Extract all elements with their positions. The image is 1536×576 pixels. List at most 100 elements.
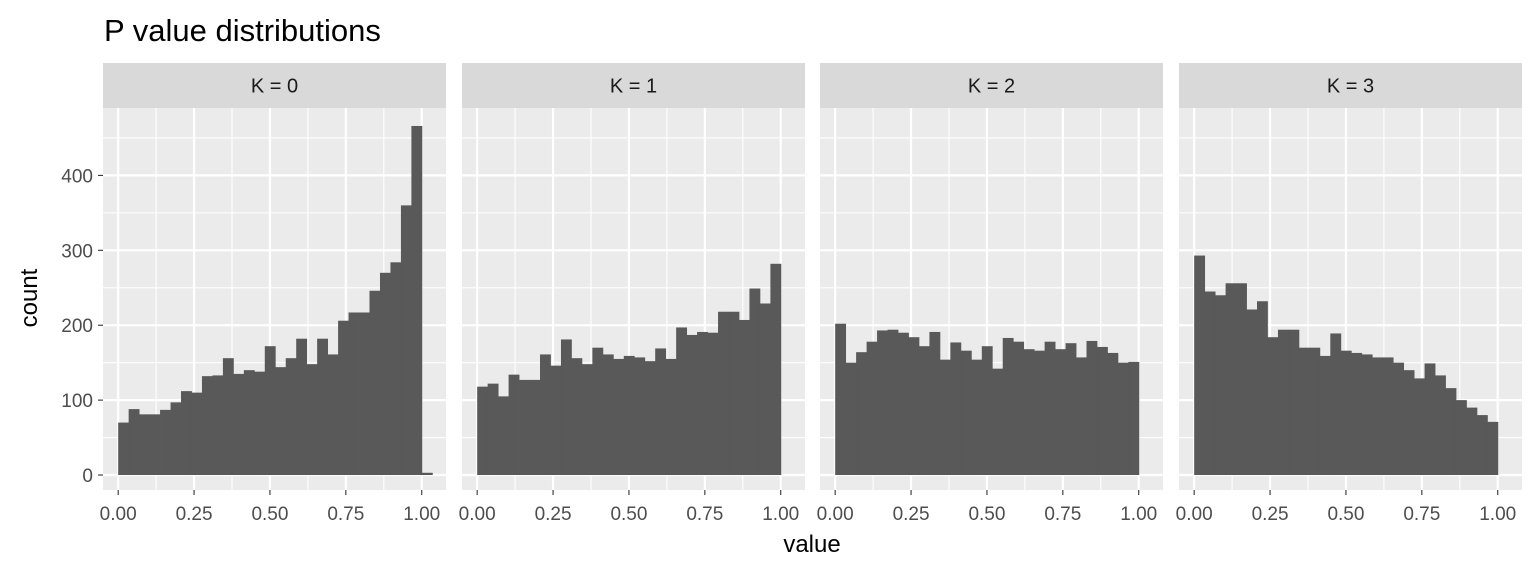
histogram-bar [697,331,708,476]
histogram-bar [929,331,941,476]
x-tick-label: 0.00 [459,504,496,525]
x-tick-label: 0.75 [686,504,723,525]
histogram-bar [421,472,433,476]
facet-strip [462,63,805,108]
facet-strip-label: K = 3 [1327,76,1374,98]
y-tick-label: 100 [61,391,93,412]
histogram-bar [128,409,140,476]
histogram-bar [1476,415,1488,476]
histogram-bar [845,362,857,476]
histogram-bar [1382,357,1394,476]
histogram-bar [707,332,719,476]
histogram-bar [1277,329,1289,476]
facet-panel: K = 3 0.00 0.25 0.50 0.75 1.00 [1176,63,1522,525]
histogram-bar [644,361,656,476]
histogram-bar [359,312,370,476]
x-tick-label: 0.50 [610,504,647,525]
histogram-bar [950,342,962,476]
histogram-bar [1403,370,1415,476]
histogram-bar [1309,347,1321,476]
x-tick-label: 1.00 [1120,504,1157,525]
histogram-bar [1372,357,1384,476]
y-tick-label: 0 [82,466,93,487]
histogram-bar [1361,354,1373,476]
facet-strip [103,63,446,108]
histogram-bar [992,368,1004,476]
histogram-bar [1393,362,1405,476]
histogram-bar [369,290,381,476]
histogram-bar [1330,333,1342,476]
histogram-bar [866,341,878,476]
histogram-bar [665,358,677,476]
histogram-bar [477,386,489,476]
histogram-bar [613,358,625,476]
x-tick-label: 0.25 [1252,504,1289,525]
histogram-bar [770,263,782,476]
x-tick-label: 0.50 [968,504,1005,525]
histogram-bar [856,352,867,476]
histogram-bar [581,364,593,476]
facet-strip-label: K = 1 [610,76,657,98]
histogram-bar [1044,341,1056,476]
histogram-bar [1086,340,1098,476]
histogram-bar [1128,361,1140,476]
histogram-bar [1340,350,1352,476]
histogram-bar [1319,355,1331,476]
histogram-bar [1107,352,1119,476]
histogram-bar [676,327,688,476]
x-axis-title: value [783,531,840,558]
facet-strip [820,63,1163,108]
histogram-bar [1194,255,1206,476]
x-tick-label: 0.25 [176,504,213,525]
histogram-bar [498,396,509,476]
histogram-bar [338,320,349,476]
histogram-bar [243,370,255,476]
x-tick-label: 1.00 [762,504,799,525]
chart-title: P value distributions [104,13,381,48]
histogram-bar [1288,329,1300,476]
histogram-bar [550,365,562,476]
histogram-bar [1257,301,1268,476]
x-tick-label: 0.25 [893,504,930,525]
histogram-bar [981,346,993,476]
histogram-bar [1445,388,1457,476]
x-tick-label: 0.00 [817,504,854,525]
histogram-bar [212,375,224,476]
histogram-bar [348,312,360,476]
histogram-bar [718,311,729,476]
x-tick-label: 0.00 [100,504,137,525]
histogram-bar [222,358,234,476]
y-tick-label: 200 [61,316,93,337]
histogram-bar [592,347,604,476]
histogram-bar [508,374,520,476]
histogram-bar [1455,400,1467,476]
histogram-bar [560,339,572,476]
facet-strip-label: K = 0 [251,76,298,98]
histogram-bar [160,409,171,476]
histogram-bar [1034,350,1046,476]
facet-panel: K = 0 0.00 0.25 0.50 0.75 1.00 [100,63,446,525]
histogram-bar [898,332,909,476]
y-axis-title: count [16,268,43,327]
histogram-bar [254,371,266,476]
histogram-bar [285,358,297,476]
histogram-bar [728,311,740,476]
histogram-bar [317,338,329,476]
histogram-bar [960,350,972,476]
histogram-bar [623,355,635,476]
x-tick-label: 0.75 [327,504,364,525]
histogram-bar [400,205,412,476]
histogram-bar [487,383,499,476]
histogram-bar [918,346,930,476]
histogram-bar [275,367,287,476]
x-tick-label: 0.50 [251,504,288,525]
histogram-bar [1204,291,1216,476]
histogram-bar [1096,346,1108,476]
histogram-bar [529,379,541,476]
histogram-bar [738,319,750,476]
histogram-bar [835,323,847,476]
histogram-bar [571,358,583,476]
histogram-bar [686,334,698,476]
x-tick-label: 0.50 [1327,504,1364,525]
histogram-bar [379,272,391,476]
